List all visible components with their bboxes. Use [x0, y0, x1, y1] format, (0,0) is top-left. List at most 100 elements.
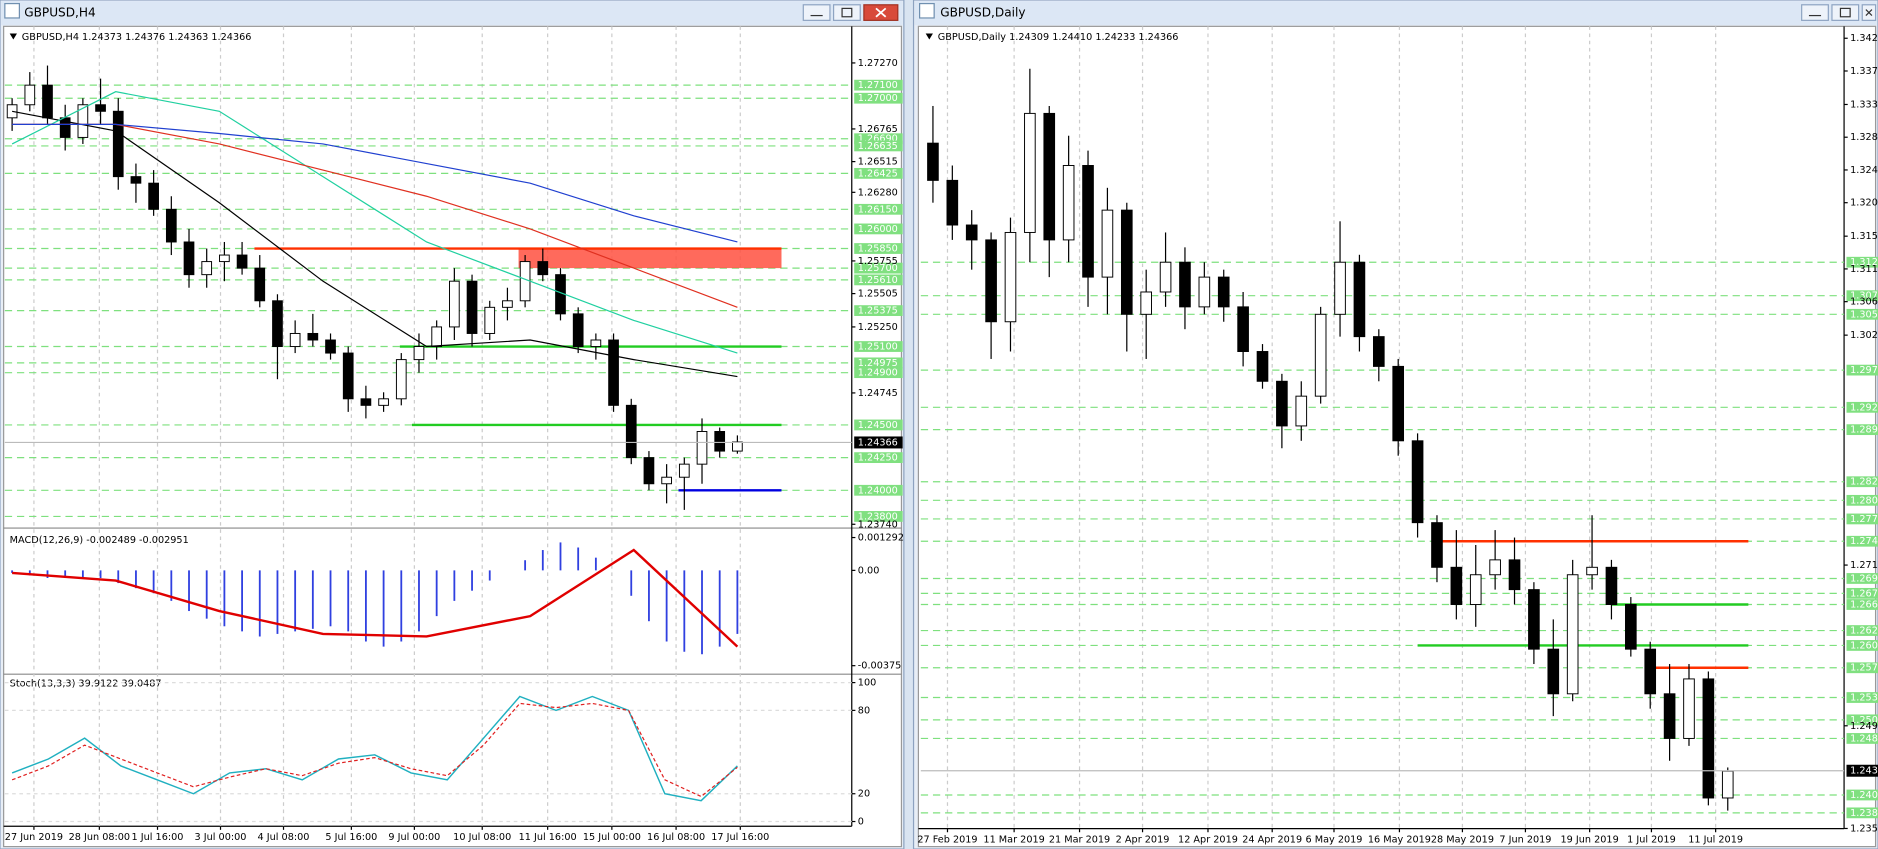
- y-tick-label: 0.001292: [858, 533, 904, 544]
- current-price-label: 1.24366: [1850, 766, 1878, 777]
- level-label: 1.25050: [1850, 715, 1878, 726]
- level-tag: [854, 140, 903, 152]
- candle-body: [1101, 209, 1114, 278]
- level-label: 1.25350: [1850, 693, 1878, 704]
- moving-average: [12, 123, 738, 308]
- candle-body: [413, 346, 425, 361]
- candle-body: [148, 182, 159, 210]
- level-label: 1.27450: [1850, 536, 1878, 547]
- candle-body: [1256, 351, 1269, 382]
- left-buttons: [802, 4, 899, 21]
- y-tick-label: 100: [858, 678, 876, 689]
- level-tag: [1846, 662, 1878, 674]
- stoch-main: [11, 695, 738, 802]
- candle-body: [537, 261, 549, 276]
- level-tag: [1846, 308, 1878, 320]
- candle-body: [449, 280, 460, 328]
- y-tick-label: 0: [858, 817, 864, 828]
- y-tick-label: 1.27270: [858, 58, 898, 69]
- minimize-button[interactable]: [802, 4, 831, 21]
- candle-body: [1082, 165, 1094, 278]
- candle-body: [714, 431, 726, 452]
- candle-body: [1062, 165, 1075, 241]
- level-tag: [1846, 640, 1878, 651]
- candle-body: [484, 306, 496, 334]
- candle-body: [985, 239, 997, 323]
- y-tick-label: 1.25250: [858, 322, 898, 333]
- candle-body: [1392, 365, 1405, 442]
- candle-body: [696, 431, 708, 465]
- x-tick-label: 16 Jul 08:00: [647, 832, 705, 843]
- current-price-label: 1.24366: [858, 437, 898, 448]
- right-icon: [919, 2, 935, 19]
- level-label: 1.26150: [858, 204, 898, 215]
- level-label: 1.28950: [1850, 425, 1878, 436]
- level-tag: [1846, 513, 1878, 525]
- y-tick-label: 1.26280: [858, 187, 898, 198]
- candle-body: [219, 254, 230, 263]
- x-tick-label: 16 May 2019: [1368, 834, 1431, 845]
- level-label: 1.24040: [1850, 790, 1878, 801]
- candle-body: [1508, 559, 1521, 591]
- level-tag: [1846, 692, 1878, 703]
- x-tick-label: 11 Mar 2019: [983, 834, 1044, 845]
- minimize-button[interactable]: [1801, 4, 1829, 21]
- candle-body: [927, 142, 939, 181]
- x-tick-label: 17 Jul 16:00: [711, 832, 769, 843]
- candle-body: [1489, 559, 1501, 576]
- level-label: 1.23800: [858, 511, 898, 522]
- level-label: 1.25100: [858, 342, 898, 353]
- candle-body: [1566, 574, 1579, 695]
- level-tag: [1846, 424, 1878, 436]
- restore-button[interactable]: [1831, 4, 1860, 21]
- restore-button[interactable]: [832, 4, 861, 21]
- y-tick-label: 1.32880: [1850, 132, 1878, 143]
- candle-body: [1295, 395, 1308, 427]
- level-tag: [1846, 714, 1878, 726]
- level-label: 1.24800: [1850, 733, 1878, 744]
- level-label: 1.28000: [1850, 495, 1878, 506]
- candle-body: [42, 84, 53, 119]
- candle-body: [590, 339, 602, 348]
- candle-body: [1702, 678, 1715, 799]
- level-label: 1.26050: [1850, 640, 1878, 651]
- restore-icon: [841, 7, 853, 18]
- y-tick-label: 1.23740: [858, 519, 898, 530]
- candle-body: [1528, 589, 1540, 650]
- y-tick-label: 1.24745: [858, 388, 898, 399]
- level-tag: [1846, 364, 1878, 376]
- moving-average: [12, 123, 738, 243]
- level-label: 1.24000: [858, 485, 898, 496]
- level-tag: [854, 133, 903, 145]
- x-tick-label: 15 Jul 00:00: [583, 832, 641, 843]
- close-icon: [1865, 9, 1873, 16]
- level-tag: [854, 367, 903, 379]
- level-tag: [1846, 587, 1878, 599]
- level-label: 1.27100: [858, 80, 898, 91]
- y-tick-label: 1.33320: [1850, 100, 1878, 111]
- y-tick-label: 1.23590: [1850, 824, 1878, 835]
- candle-body: [77, 104, 89, 138]
- y-tick-label: -0.00375: [858, 661, 902, 672]
- candle-body: [1683, 678, 1695, 739]
- candle-body: [1276, 380, 1288, 427]
- candle-body: [502, 300, 513, 308]
- macd-info: MACD(12,26,9) -0.002489 -0.002951: [10, 535, 189, 546]
- level-tag: [1846, 494, 1878, 506]
- candle-body: [661, 476, 672, 485]
- candle-body: [201, 261, 213, 276]
- x-tick-label: 28 May 2019: [1431, 834, 1494, 845]
- candle-body: [130, 176, 142, 184]
- x-tick-label: 28 Jun 08:00: [69, 832, 131, 843]
- candle-body: [254, 267, 266, 302]
- candle-body: [1120, 209, 1133, 315]
- level-label: 1.26000: [858, 224, 898, 235]
- level-tag: [1846, 290, 1878, 302]
- close-icon: [875, 7, 887, 18]
- level-label: 1.25850: [858, 244, 898, 255]
- level-tag: [1846, 256, 1878, 268]
- y-tick-label: 1.30670: [1850, 297, 1878, 308]
- x-tick-label: 3 Jul 00:00: [195, 832, 247, 843]
- x-tick-label: 12 Apr 2019: [1178, 834, 1238, 845]
